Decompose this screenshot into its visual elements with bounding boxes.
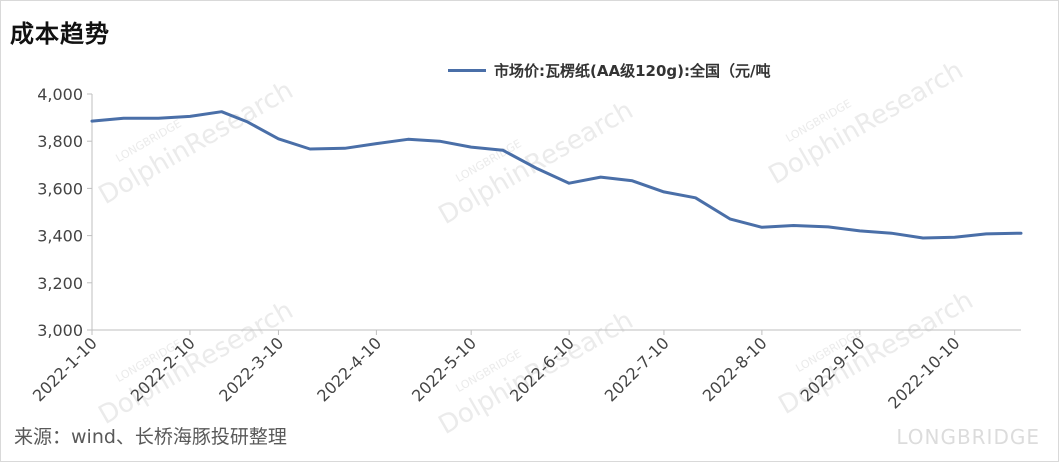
watermark-corner: LONGBRIDGE: [896, 425, 1040, 449]
series-line-0: [90, 110, 1023, 240]
legend-label: 市场价:瓦楞纸(AA级120g):全国（元/吨: [494, 62, 771, 80]
y-tick-label: 4,000: [37, 85, 83, 104]
x-tick-label: 2022-8-10: [699, 333, 771, 405]
legend: 市场价:瓦楞纸(AA级120g):全国（元/吨: [448, 60, 770, 81]
axes: [87, 93, 1021, 335]
watermark-text: DolphinResearch: [434, 95, 639, 231]
series-layer: [90, 110, 1023, 240]
legend-swatch: [448, 69, 486, 72]
y-tick-label: 3,400: [37, 227, 83, 246]
y-tick-label: 3,000: [37, 321, 83, 340]
watermark-text: DolphinResearch: [764, 55, 969, 191]
source-note: 来源：wind、长桥海豚投研整理: [14, 426, 287, 448]
chart-title: 成本趋势: [10, 20, 110, 48]
x-tick-label: 2022-4-10: [313, 333, 385, 405]
y-axis-tick-labels: 3,000 3,200 3,400 3,600 3,800 4,000: [37, 85, 83, 340]
watermark-text: DolphinResearch: [94, 75, 299, 211]
y-tick-label: 3,200: [37, 274, 83, 293]
y-tick-label: 3,800: [37, 132, 83, 151]
y-tick-label: 3,600: [37, 179, 83, 198]
x-tick-label: 2022-1-10: [29, 333, 101, 405]
